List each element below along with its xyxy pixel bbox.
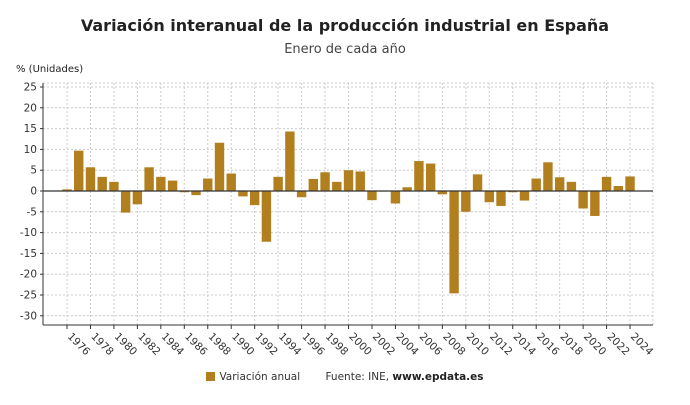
y-tick-label: 15 — [24, 123, 37, 135]
source-note: Fuente: INE, www.epdata.es — [325, 371, 483, 383]
bar: 2019: 2.2 — [566, 181, 577, 191]
bar: 2008: -0.8 — [437, 191, 448, 195]
y-tick-label: -20 — [20, 269, 37, 281]
legend-label: Variación anual — [219, 371, 301, 383]
bar: 1988: 3 — [203, 178, 213, 191]
x-tick-label: 1988 — [206, 331, 233, 358]
bar: 1997: 2.9 — [308, 178, 319, 191]
bar: 2013: -3.6 — [496, 191, 506, 206]
bar: 2012: -2.7 — [484, 191, 494, 203]
x-tick-label: 2008 — [440, 331, 467, 358]
bar: 2018: 3.3 — [554, 177, 565, 191]
x-tick-label: 1978 — [88, 331, 115, 358]
bar: 2014: -0.3 — [508, 191, 518, 193]
x-tick-label: 2024 — [628, 331, 656, 359]
bar: 1976: 0.4 — [62, 189, 72, 191]
bar: 2021: -6 — [590, 191, 600, 216]
chart-title: Variación interanual de la producción in… — [80, 16, 610, 35]
bar: 2024: 3.5 — [625, 176, 635, 191]
bar: 1981: -5.2 — [120, 191, 131, 213]
bar: 1987: -1 — [191, 191, 201, 196]
bar: 1992: -3.4 — [249, 191, 260, 206]
x-tick-label: 1996 — [299, 331, 327, 359]
x-tick-label: 2006 — [417, 331, 445, 359]
bar: 1991: -1.3 — [238, 191, 248, 197]
x-tick-label: 2012 — [487, 331, 514, 358]
legend-swatch — [206, 372, 216, 381]
bar: 2005: 0.9 — [402, 187, 412, 191]
chart-subtitle: Enero de cada año — [284, 42, 406, 57]
y-tick-label: 0 — [30, 186, 37, 198]
y-tick-label: -30 — [20, 310, 37, 322]
bar: 2022: 3.4 — [601, 176, 612, 191]
bar: 1989: 11.6 — [214, 142, 225, 191]
y-axis-unit-label: % (Unidades) — [16, 64, 84, 75]
y-tick-label: -5 — [27, 206, 37, 218]
y-tick-label: 20 — [24, 102, 37, 114]
bar: 1979: 3.4 — [97, 176, 107, 191]
bar: 2009: -24.6 — [449, 191, 459, 294]
source-prefix: Fuente: INE, — [325, 371, 393, 383]
x-tick-label: 1986 — [182, 331, 210, 359]
x-tick-label: 1980 — [112, 331, 139, 358]
bar: 2015: -2.3 — [519, 191, 530, 201]
bar: 2004: -3 — [390, 191, 401, 204]
bar: 1995: 14.3 — [285, 131, 295, 191]
y-tick-label: -25 — [20, 290, 37, 302]
x-tick-label: 1976 — [65, 331, 93, 359]
source-link[interactable]: www.epdata.es — [392, 371, 484, 383]
bar: 1982: -3.2 — [132, 191, 143, 205]
x-tick-label: 2014 — [511, 331, 539, 359]
x-tick-label: 2002 — [370, 331, 397, 358]
bar: 2023: 1.2 — [613, 186, 624, 191]
bar: 1990: 4.2 — [226, 173, 236, 191]
y-tick-label: -10 — [20, 227, 37, 239]
x-tick-label: 1990 — [229, 331, 256, 358]
bar: 1999: 2.2 — [332, 181, 342, 191]
x-tick-label: 1994 — [276, 331, 304, 359]
bar: 1996: -1.5 — [296, 191, 307, 198]
bar: 2011: 4 — [472, 174, 483, 191]
bar: 1983: 5.7 — [144, 167, 154, 191]
bar: 1978: 5.7 — [85, 167, 96, 191]
legend: Variación anual Fuente: INE, www.epdata.… — [0, 371, 690, 383]
bar: 1986: -0.3 — [179, 191, 189, 193]
bar: 2017: 6.9 — [543, 162, 553, 191]
bar: 2002: -2.2 — [367, 191, 377, 201]
bar: 2010: -5 — [461, 191, 471, 212]
y-tick-label: 10 — [24, 144, 37, 156]
y-tick-label: 5 — [30, 165, 37, 177]
bar: 1980: 2.2 — [109, 181, 119, 191]
bar: 2016: 3 — [531, 178, 541, 191]
bar: 2007: 6.6 — [425, 163, 436, 191]
y-tick-label: -15 — [20, 248, 37, 260]
bar: 1994: 3.4 — [273, 176, 283, 191]
bar: 2000: 5 — [343, 170, 354, 191]
bar: 2006: 7.2 — [414, 161, 424, 191]
bar: 1998: 4.5 — [320, 172, 330, 191]
bar: 1993: -12.2 — [261, 191, 272, 242]
x-tick-label: 2022 — [604, 331, 631, 358]
bar: 2001: 4.7 — [355, 171, 365, 191]
bar: 1984: 3.4 — [156, 176, 166, 191]
x-tick-label: 1984 — [159, 331, 187, 359]
x-tick-label: 2018 — [558, 331, 585, 358]
bar: 1977: 9.7 — [74, 150, 84, 191]
x-tick-label: 2010 — [464, 331, 491, 358]
x-tick-label: 1998 — [323, 331, 350, 358]
x-tick-label: 1982 — [135, 331, 162, 358]
x-tick-label: 2016 — [534, 331, 562, 359]
y-tick-label: 25 — [24, 82, 37, 94]
bar: 2020: -4.2 — [578, 191, 588, 209]
x-tick-label: 1992 — [253, 331, 280, 358]
x-tick-label: 2000 — [346, 331, 373, 358]
bar: 1985: 2.5 — [167, 180, 178, 191]
x-tick-label: 2020 — [581, 331, 608, 358]
x-tick-label: 2004 — [393, 331, 421, 359]
